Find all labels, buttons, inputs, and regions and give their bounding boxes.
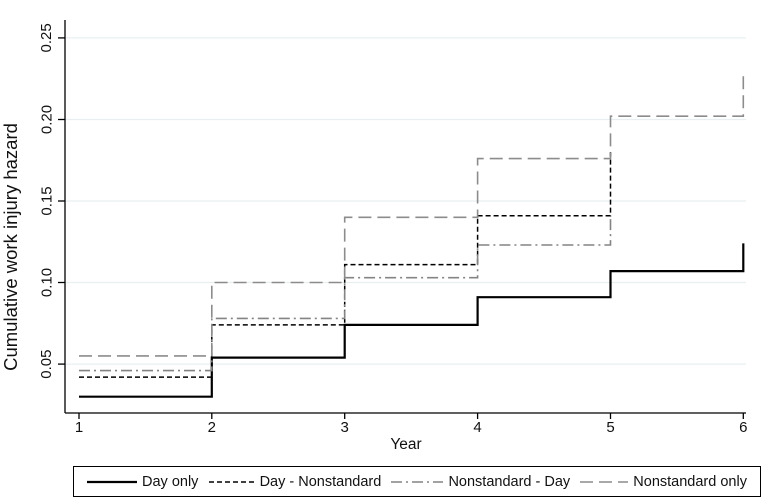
y-tick-label-0.05: 0.05 xyxy=(38,349,55,378)
legend-label-nonstandard-day: Nonstandard - Day xyxy=(448,473,571,490)
legend-entry-nonstandard-only: Nonstandard only xyxy=(580,474,747,490)
x-tick-label-3: 3 xyxy=(341,419,349,436)
legend-entry-day-nonstandard: Day - Nonstandard xyxy=(208,473,382,490)
series-nonstandard-only xyxy=(79,70,745,357)
x-tick-label-5: 5 xyxy=(606,419,614,436)
legend-label-day-only: Day only xyxy=(142,473,199,490)
y-tick-label-0.25: 0.25 xyxy=(38,23,55,52)
x-tick-label-2: 2 xyxy=(208,419,216,436)
chart-legend: Day only Day - Nonstandard Nonstandard -… xyxy=(73,466,761,497)
legend-entry-day-only: Day only xyxy=(87,474,198,490)
legend-line-sample-day-nonstandard xyxy=(208,480,255,483)
series-day-nonstandard xyxy=(79,152,612,378)
legend-entry-nonstandard-day: Nonstandard - Day xyxy=(391,474,570,490)
y-tick-label-0.10: 0.10 xyxy=(38,268,55,297)
x-tick-label-1: 1 xyxy=(75,419,83,436)
x-tick-label-4: 4 xyxy=(473,419,481,436)
series-day-only xyxy=(79,243,745,398)
legend-line-sample-day-only xyxy=(87,480,137,483)
y-tick-label-0.20: 0.20 xyxy=(38,105,55,134)
x-axis-title: Year xyxy=(390,436,421,453)
legend-line-sample-nonstandard-day xyxy=(391,480,444,483)
legend-line-sample-nonstandard-only xyxy=(580,480,629,483)
hazard-step-chart: 0.05 0.10 0.15 0.20 0.25 1 2 3 4 5 6 Year Cumulative… xyxy=(0,20,747,453)
legend-label-day-nonstandard: Day - Nonstandard xyxy=(259,473,382,490)
y-tick-label-0.15: 0.15 xyxy=(38,186,55,215)
legend-label-nonstandard-only: Nonstandard only xyxy=(633,473,747,490)
y-axis-title: Cumulative work injury hazard xyxy=(0,123,21,371)
x-tick-label-6: 6 xyxy=(739,419,747,436)
